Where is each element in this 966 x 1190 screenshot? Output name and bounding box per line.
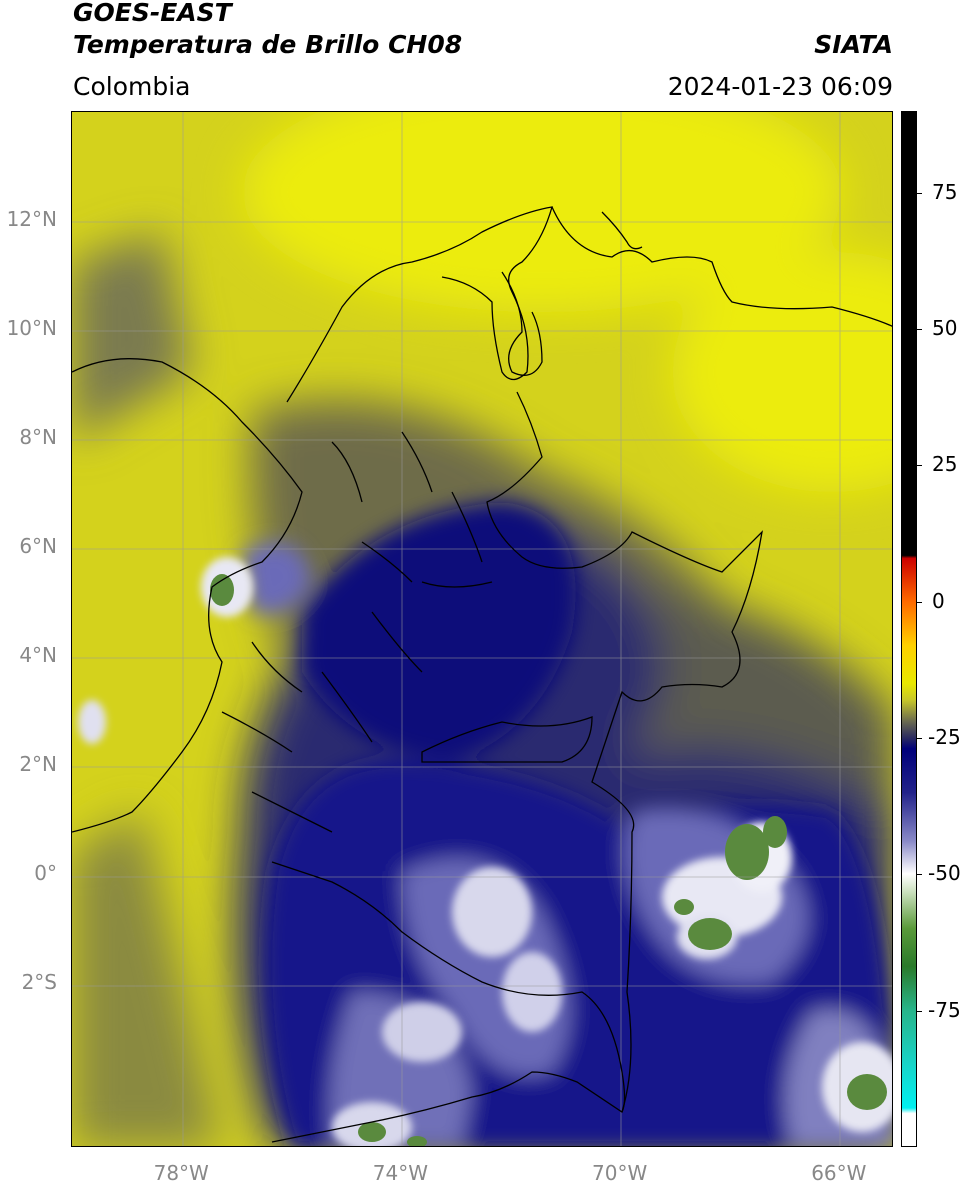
datetime-label: 2024-01-23 06:09 [667,72,893,101]
temperature-colorbar [901,111,917,1147]
lat-tick-label: 6°N [19,534,57,559]
agency-label: SIATA [814,30,893,59]
coldest-cloud-tops [210,574,887,1146]
satellite-map[interactable] [71,111,893,1147]
lat-tick-label: 2°N [19,752,57,777]
colorbar-tick-label: 75 [932,179,958,204]
lon-tick-label: 66°W [811,1161,867,1185]
colorbar-tick-label: -75 [928,997,961,1022]
colorbar-tick [917,329,922,331]
colorbar-tick-label: -25 [928,725,961,750]
colorbar-tick [917,1010,922,1012]
lat-tick-label: 2°S [21,970,57,995]
colorbar-tick [917,874,922,876]
satellite-title: GOES-EAST [73,0,232,27]
lat-tick-label: 10°N [6,316,57,341]
colorbar-tick [917,738,922,740]
lat-tick-label: 12°N [6,207,57,232]
product-title: Temperatura de Brillo CH08 [73,30,463,59]
lon-tick-label: 70°W [592,1161,648,1185]
lon-tick-label: 78°W [153,1161,209,1185]
gridlines [72,112,892,1146]
colorbar-tick-label: 25 [932,452,958,477]
colorbar-tick-label: -50 [928,861,961,886]
map-canvas [72,112,892,1146]
colorbar-tick-label: 0 [932,588,945,613]
borders-and-coastlines [72,206,892,1143]
lat-tick-label: 4°N [19,643,57,668]
colorbar-tick [917,465,922,467]
region-label: Colombia [73,72,191,101]
brightness-temperature-field [72,112,892,1146]
lat-tick-label: 8°N [19,425,57,450]
lat-tick-label: 0° [34,861,57,886]
colorbar-tick [917,192,922,194]
lon-tick-label: 74°W [372,1161,429,1185]
colorbar-tick-label: 50 [932,316,958,341]
colorbar-tick [917,601,922,603]
